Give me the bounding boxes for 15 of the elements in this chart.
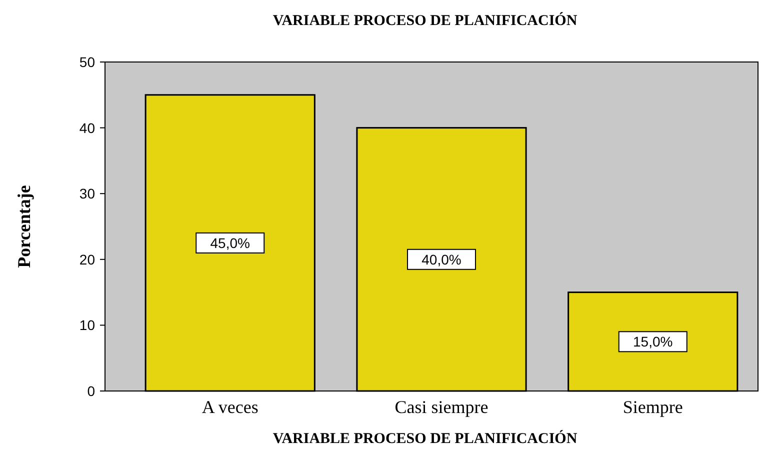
x-axis-title: VARIABLE PROCESO DE PLANIFICACIÓN — [272, 430, 578, 447]
y-tick-label: 20 — [79, 251, 96, 268]
y-tick-label: 10 — [79, 317, 96, 334]
data-label: 40,0% — [422, 251, 462, 268]
data-label: 15,0% — [633, 334, 673, 350]
y-tick-label: 30 — [79, 186, 96, 202]
data-label: 45,0% — [210, 234, 250, 251]
x-tick-label: A veces — [202, 397, 258, 417]
chart-title: VARIABLE PROCESO DE PLANIFICACIÓN — [272, 12, 578, 29]
y-tick-label: 50 — [79, 54, 96, 70]
x-tick-label: Siempre — [622, 397, 683, 417]
y-tick-label: 0 — [87, 383, 96, 399]
x-tick-label: Casi siempre — [394, 397, 488, 417]
y-axis-title: Porcentaje — [14, 185, 34, 268]
y-tick-label: 40 — [79, 120, 96, 136]
